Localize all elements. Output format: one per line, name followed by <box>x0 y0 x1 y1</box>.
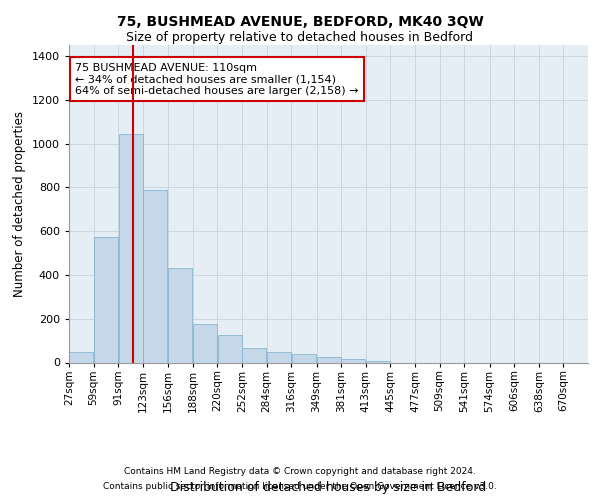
Text: Contains HM Land Registry data © Crown copyright and database right 2024.: Contains HM Land Registry data © Crown c… <box>124 467 476 476</box>
Bar <box>94 236 118 362</box>
Bar <box>119 134 143 362</box>
Bar <box>242 348 266 362</box>
Bar <box>267 352 291 362</box>
Bar <box>218 335 242 362</box>
Bar <box>169 268 193 362</box>
Bar <box>317 357 341 362</box>
Text: Contains public sector information licensed under the Open Government Licence v3: Contains public sector information licen… <box>103 482 497 491</box>
X-axis label: Distribution of detached houses by size in Bedford: Distribution of detached houses by size … <box>170 481 487 494</box>
Bar <box>193 324 217 362</box>
Text: 75, BUSHMEAD AVENUE, BEDFORD, MK40 3QW: 75, BUSHMEAD AVENUE, BEDFORD, MK40 3QW <box>116 15 484 29</box>
Text: Size of property relative to detached houses in Bedford: Size of property relative to detached ho… <box>127 31 473 44</box>
Bar <box>292 354 316 362</box>
Y-axis label: Number of detached properties: Number of detached properties <box>13 111 26 296</box>
Bar <box>341 359 365 362</box>
Text: 75 BUSHMEAD AVENUE: 110sqm
← 34% of detached houses are smaller (1,154)
64% of s: 75 BUSHMEAD AVENUE: 110sqm ← 34% of deta… <box>75 62 359 96</box>
Bar <box>70 352 93 362</box>
Bar <box>143 190 167 362</box>
